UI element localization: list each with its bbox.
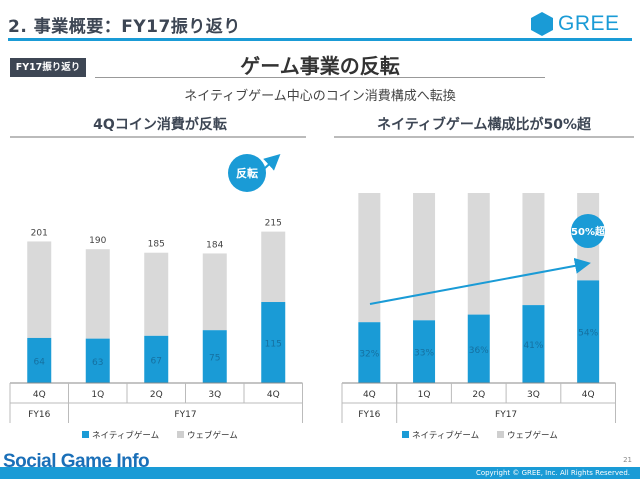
quarter-label: 1Q (418, 390, 431, 400)
fiscal-year-label: FY16 (358, 410, 380, 420)
native-share-chart: 32% 33% 36% 41% 54% 4Q 1Q 2Q 3Q 4Q FY16 FY17 ネイティブゲー… (341, 193, 616, 441)
native-value-label: 41% (523, 341, 543, 351)
fiscal-year-label: FY17 (495, 410, 517, 420)
web-game-bar (202, 253, 227, 331)
legend-web-label: ウェブゲーム (187, 430, 238, 441)
watermark-logo: Social Game Info (3, 451, 150, 472)
web-game-bar (467, 193, 490, 315)
quarter-label: 3Q (527, 390, 540, 400)
legend-web-swatch (177, 431, 184, 438)
quarter-label: 4Q (582, 390, 595, 400)
headline-divider (95, 77, 545, 78)
native-value-label: 36% (469, 346, 489, 356)
quarter-label: 1Q (91, 390, 104, 400)
over-50-badge (571, 214, 605, 248)
native-game-bar (467, 314, 490, 383)
quarter-label: 3Q (208, 390, 221, 400)
total-value-label: 184 (206, 240, 223, 250)
fiscal-year-label: FY17 (174, 410, 196, 420)
native-value-label: 115 (265, 340, 282, 350)
coin-consumption-chart: 64 201 63 190 67 185 75 184 115 215 4Q 1Q 2Q 3Q 4Q FY16… (9, 153, 303, 441)
quarter-label: 4Q (267, 390, 280, 400)
total-value-label: 215 (265, 219, 282, 229)
slide-subhead: ネイティブゲーム中心のコイン消費構成へ転換 (184, 89, 456, 104)
web-game-bar (85, 249, 110, 339)
native-game-bar (522, 305, 545, 383)
web-game-bar (144, 252, 169, 336)
web-game-bar (27, 241, 52, 338)
native-game-bar (85, 338, 110, 383)
right-chart-title: ネイティブゲーム構成比が50%超 (377, 117, 591, 133)
growth-arrow-icon (369, 257, 591, 305)
legend-native-label: ネイティブゲーム (92, 430, 159, 441)
native-game-bar (27, 337, 52, 383)
slide-headline: ゲーム事業の反転 (240, 54, 400, 78)
header-divider (8, 38, 632, 41)
hexagon-logo-icon (531, 12, 553, 36)
reversal-badge (228, 154, 266, 192)
gree-logo: GREE (530, 11, 630, 37)
native-value-label: 32% (359, 350, 379, 360)
right-chart-title-rule (334, 136, 634, 138)
total-value-label: 201 (31, 228, 48, 238)
native-value-label: 75 (209, 354, 220, 364)
legend-web-swatch (497, 431, 504, 438)
native-value-label: 63 (92, 358, 103, 368)
legend-native-swatch (82, 431, 89, 438)
native-game-bar (202, 330, 227, 383)
quarter-label: 2Q (150, 390, 163, 400)
web-game-bar (413, 193, 436, 321)
logo-text: GREE (558, 12, 620, 35)
total-value-label: 190 (89, 236, 106, 246)
legend-native-swatch (402, 431, 409, 438)
native-game-bar (261, 302, 286, 383)
native-game-bar (358, 322, 381, 383)
legend-web-label: ウェブゲーム (507, 430, 558, 441)
native-game-bar (577, 280, 600, 383)
total-value-label: 185 (148, 240, 165, 250)
fiscal-year-label: FY16 (28, 410, 50, 420)
native-value-label: 54% (578, 329, 598, 339)
native-value-label: 33% (414, 349, 434, 359)
native-value-label: 67 (151, 356, 162, 366)
native-game-bar (413, 320, 436, 383)
quarter-label: 4Q (363, 390, 376, 400)
copyright-text: Copyright © GREE, Inc. All Rights Reserv… (475, 469, 630, 477)
quarter-label: 2Q (472, 390, 485, 400)
quarter-label: 4Q (33, 390, 46, 400)
over-50-badge-label: 50%超 (571, 225, 606, 238)
review-tag: FY17振り返り (10, 58, 86, 77)
web-game-bar (261, 231, 286, 303)
native-value-label: 64 (34, 357, 46, 367)
left-chart-title-rule (10, 136, 306, 138)
section-title: 2. 事業概要：FY17振り返り (8, 17, 241, 37)
legend-native-label: ネイティブゲーム (412, 430, 479, 441)
footer-bar (0, 467, 640, 479)
native-game-bar (144, 335, 169, 383)
web-game-bar (522, 193, 545, 306)
web-game-bar (358, 193, 381, 323)
reversal-badge-label: 反転 (236, 166, 258, 180)
page-number: 21 (623, 456, 632, 464)
left-chart-title: 4Qコイン消費が反転 (93, 117, 227, 133)
